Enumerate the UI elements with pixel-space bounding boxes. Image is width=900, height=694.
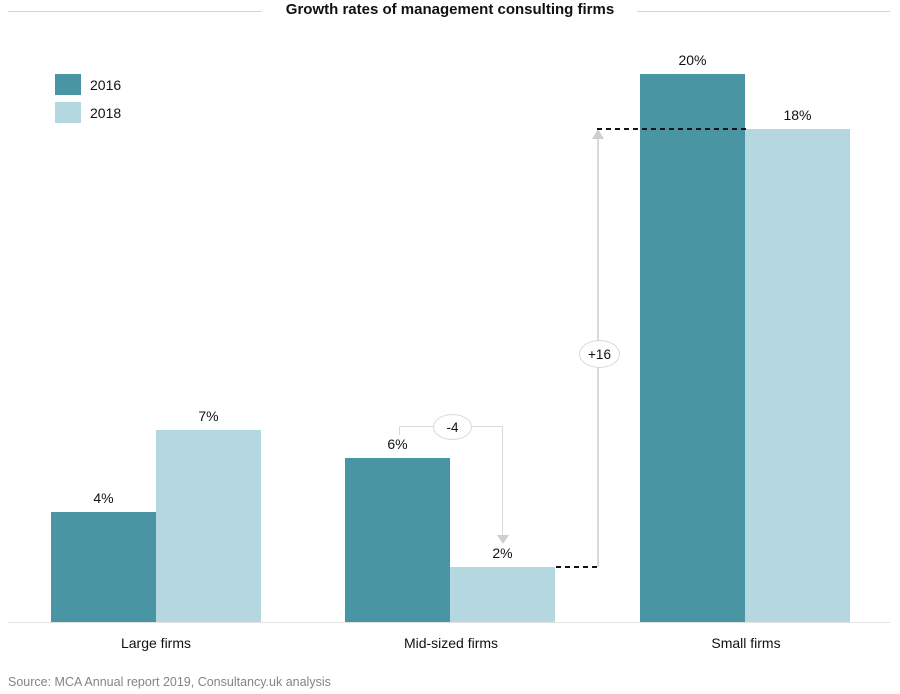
dashed-reference-line-top (597, 128, 746, 130)
bar-value-label: 6% (387, 436, 408, 452)
bar-small-firms-2018 (745, 129, 850, 622)
legend-label-2016: 2016 (90, 76, 122, 93)
bar-value-label: 2% (492, 545, 513, 561)
bar-large-firms-2018 (156, 430, 261, 622)
arrow-up-icon (592, 129, 604, 139)
bar-value-label: 20% (678, 52, 707, 68)
bar-mid-sized-firms-2016 (345, 458, 450, 622)
legend-item-2016: 2016 (55, 74, 121, 95)
legend-item-2018: 2018 (55, 102, 121, 123)
bar-mid-sized-firms-2018 (450, 567, 555, 622)
bar-value-label: 18% (783, 107, 812, 123)
bar-large-firms-2016 (51, 512, 156, 622)
legend: 2016 2018 (55, 74, 121, 130)
bar-value-label: 4% (93, 490, 114, 506)
title-rule-right (637, 11, 890, 12)
title-rule-left (8, 11, 262, 12)
arrow-down-icon (497, 535, 509, 544)
page-title: Growth rates of management consulting fi… (285, 1, 615, 18)
source-note: Source: MCA Annual report 2019, Consulta… (8, 675, 331, 689)
bar-value-label: 7% (198, 408, 219, 424)
minus4-arrow-line (502, 426, 503, 535)
minus4-bracket-tick (399, 426, 400, 435)
legend-swatch-2018 (55, 102, 81, 123)
minus4-annotation-badge: -4 (433, 414, 472, 440)
x-axis-line (8, 622, 890, 623)
dashed-reference-line-bottom (556, 566, 599, 568)
legend-swatch-2016 (55, 74, 81, 95)
bar-small-firms-2016 (640, 74, 745, 622)
category-label-mid-sized-firms: Mid-sized firms (403, 635, 499, 651)
legend-label-2018: 2018 (90, 104, 122, 121)
category-label-large-firms: Large firms (120, 635, 192, 651)
category-label-small-firms: Small firms (711, 635, 781, 651)
plus16-annotation-badge: +16 (579, 340, 620, 368)
